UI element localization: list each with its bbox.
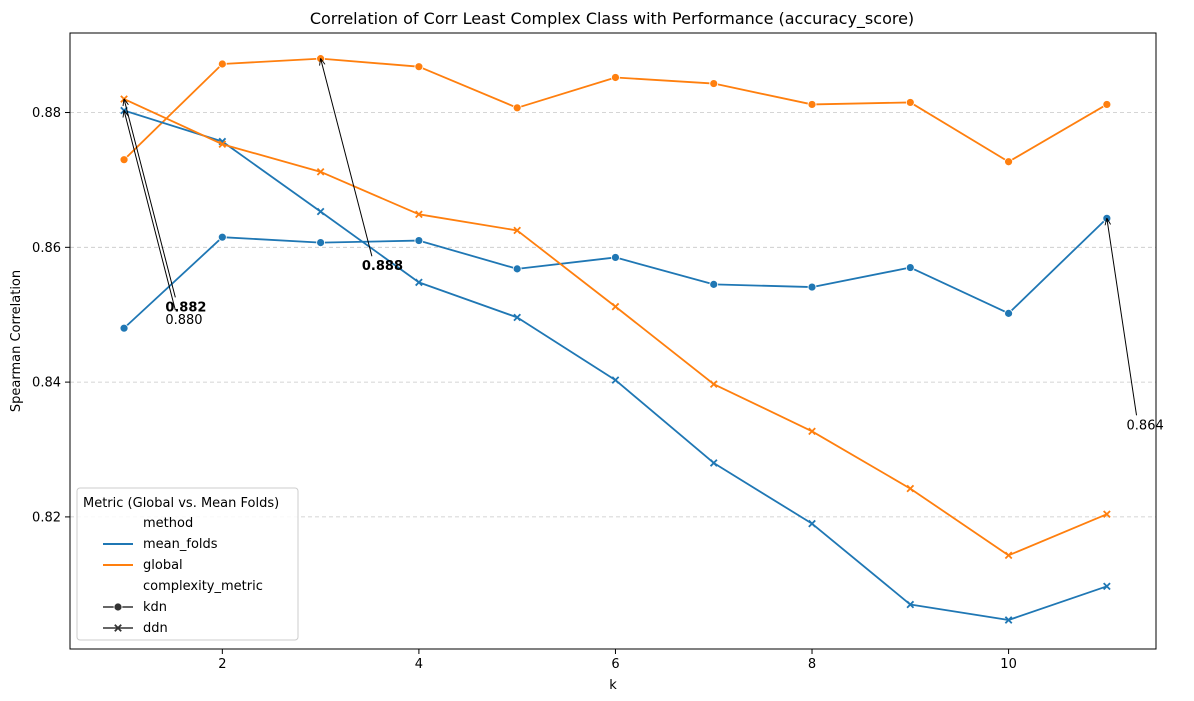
series-line	[123, 217, 1108, 329]
data-point	[906, 484, 915, 493]
data-point	[119, 155, 129, 165]
data-point	[905, 98, 915, 107]
data-point	[611, 302, 620, 311]
x-tick-label: 6	[611, 657, 619, 672]
data-point	[414, 62, 424, 72]
data-point	[513, 313, 522, 322]
data-point	[611, 253, 620, 262]
legend-marker-swatch	[114, 624, 122, 632]
data-point	[807, 100, 817, 109]
data-point	[611, 376, 620, 384]
data-point	[316, 207, 325, 216]
data-point	[709, 279, 719, 289]
x-tick-label: 2	[218, 657, 226, 672]
legend-entry-label: method	[143, 516, 193, 531]
annotation-arrow	[1107, 218, 1138, 416]
tick-layer: 0.820.840.860.882 4 6 8 10	[32, 106, 1017, 672]
x-tick-label: 8	[808, 657, 816, 672]
data-point	[512, 264, 522, 274]
legend-entry-label: mean_folds	[143, 537, 218, 552]
series-global-ddn	[120, 95, 1111, 560]
data-point	[905, 263, 915, 272]
data-point	[709, 459, 718, 467]
x-tick-label: 10	[1000, 657, 1017, 672]
annotation-label: 0.880	[165, 313, 202, 328]
data-point	[709, 380, 718, 388]
data-point	[414, 236, 424, 245]
data-point	[808, 427, 816, 436]
data-point	[316, 238, 326, 248]
series-global-kdn	[119, 54, 1112, 167]
data-point	[217, 59, 227, 69]
y-tick-label: 0.86	[32, 241, 61, 256]
legend-title: Metric (Global vs. Mean Folds)	[83, 496, 279, 511]
x-axis-label: k	[609, 678, 617, 693]
data-point	[1004, 551, 1013, 560]
legend-entry-label: global	[143, 558, 183, 573]
y-tick-label: 0.82	[32, 510, 61, 525]
data-point	[217, 232, 227, 242]
data-point	[415, 278, 423, 287]
data-point	[1004, 308, 1013, 318]
data-point	[709, 79, 719, 88]
y-tick-label: 0.84	[32, 376, 61, 391]
data-point	[119, 323, 129, 333]
legend-box	[76, 487, 299, 641]
data-point	[1004, 157, 1013, 167]
data-point	[1103, 582, 1111, 591]
data-point	[906, 600, 915, 609]
annotation-label: 0.888	[362, 259, 403, 274]
series-line	[123, 98, 1108, 557]
chart-title: Correlation of Corr Least Complex Class …	[310, 9, 914, 29]
plot-frame	[69, 32, 1157, 650]
annotation-label: 0.882	[165, 300, 206, 315]
data-point	[807, 282, 817, 292]
x-tick-label: 4	[415, 657, 423, 672]
legend-marker-swatch	[113, 602, 123, 612]
series-mean_folds-ddn	[120, 106, 1111, 624]
legend: Metric (Global vs. Mean Folds) method mea…	[76, 487, 299, 641]
annotation-label: 0.864	[1127, 418, 1164, 433]
y-tick-label: 0.88	[32, 106, 61, 121]
data-point	[1004, 616, 1013, 624]
y-axis-label: Spearman Correlation	[9, 270, 24, 412]
data-point	[513, 226, 522, 235]
annotation-arrow	[124, 111, 176, 311]
data-point	[1103, 510, 1111, 519]
series-mean_folds-kdn	[119, 213, 1112, 333]
annotation-arrow	[321, 59, 373, 257]
data-point	[415, 210, 423, 219]
grid-layer	[70, 112, 1156, 518]
series-layer	[119, 54, 1112, 624]
legend-entry-label: ddn	[143, 621, 168, 636]
data-point	[316, 167, 325, 176]
data-point	[611, 73, 620, 82]
legend-entry-label: complexity_metric	[143, 579, 263, 594]
legend-entry-label: kdn	[143, 600, 167, 615]
annotation-arrow	[124, 99, 176, 298]
data-point	[512, 103, 522, 113]
data-point	[218, 140, 227, 149]
data-point	[808, 519, 816, 528]
data-point	[1102, 100, 1112, 109]
